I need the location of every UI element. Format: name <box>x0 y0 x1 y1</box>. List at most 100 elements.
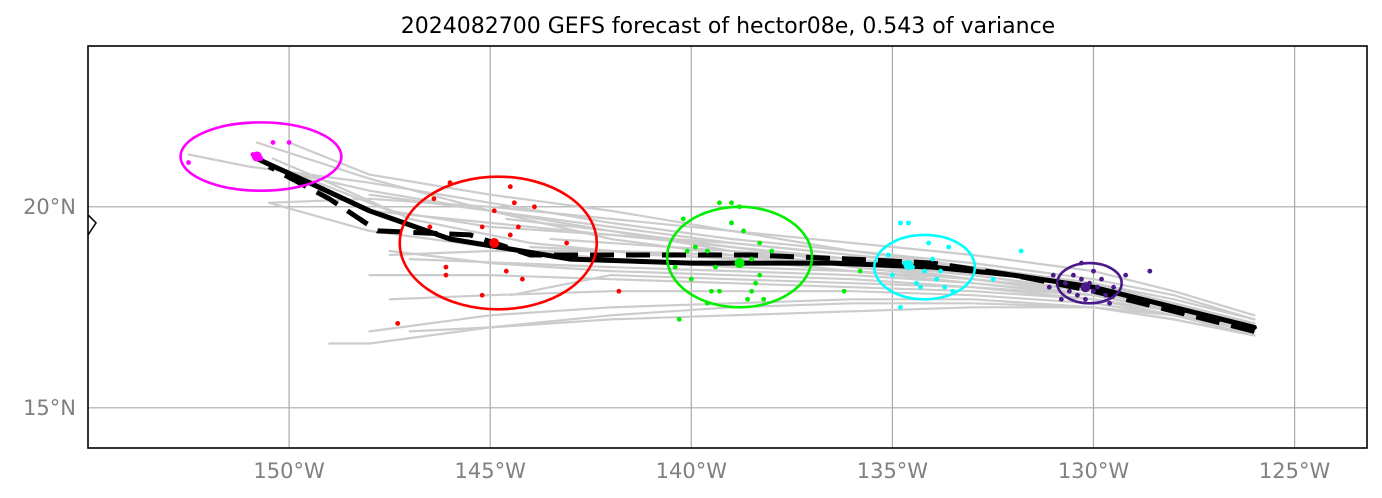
member-point <box>745 296 751 302</box>
member-point <box>443 264 449 270</box>
member-point <box>749 256 755 262</box>
member-point <box>1018 248 1024 254</box>
member-point <box>841 288 847 294</box>
member-point <box>684 248 690 254</box>
member-point <box>938 268 944 274</box>
member-point <box>680 216 686 222</box>
member-point <box>857 268 863 274</box>
member-point <box>1058 296 1064 302</box>
member-point <box>942 284 948 290</box>
member-point <box>769 248 775 254</box>
member-point <box>753 280 759 286</box>
member-point <box>507 184 513 190</box>
member-point <box>1079 260 1084 266</box>
member-track-line <box>388 290 1256 333</box>
member-point <box>741 228 746 234</box>
member-point <box>692 244 698 250</box>
member-positions <box>186 140 1153 326</box>
member-point <box>704 248 710 254</box>
member-point <box>885 252 891 258</box>
member-point <box>511 200 517 206</box>
member-point <box>1050 272 1056 278</box>
spread-ellipse <box>1056 261 1123 305</box>
member-point <box>479 292 485 298</box>
member-point <box>918 284 923 290</box>
member-point <box>447 180 453 186</box>
member-point <box>1046 284 1052 290</box>
member-point <box>676 316 682 322</box>
member-track-line <box>288 141 1256 325</box>
member-point <box>729 220 734 226</box>
x-tick-label: 150°W <box>253 459 325 483</box>
member-point <box>1147 268 1153 274</box>
member-point <box>1095 284 1100 290</box>
member-point <box>479 224 485 230</box>
member-point <box>688 276 694 282</box>
member-point <box>1091 288 1096 294</box>
mean-position-point <box>251 151 262 162</box>
member-point <box>934 276 940 282</box>
spread-ellipses <box>179 121 1123 311</box>
member-point <box>990 276 996 282</box>
member-point <box>761 296 767 302</box>
member-point <box>1111 284 1117 290</box>
member-point <box>395 320 401 326</box>
member-point <box>926 240 932 246</box>
member-point <box>749 288 755 294</box>
member-point <box>1103 292 1108 298</box>
member-point <box>427 224 433 230</box>
member-point <box>515 224 521 230</box>
mean-track-line <box>254 156 1257 330</box>
member-point <box>950 288 956 294</box>
member-point <box>1107 300 1112 306</box>
ensemble-member-tracks <box>187 141 1256 345</box>
x-tick-label: 140°W <box>656 459 728 483</box>
member-point <box>1099 276 1104 282</box>
member-point <box>906 220 911 226</box>
member-point <box>519 276 525 282</box>
member-point <box>1066 288 1072 294</box>
member-point <box>704 300 710 306</box>
plot-frame <box>87 45 1368 449</box>
member-point <box>713 264 718 270</box>
member-point <box>286 140 292 145</box>
y-tick-label: 20°N <box>23 195 76 219</box>
member-point <box>1075 292 1080 298</box>
member-track-line <box>368 274 1256 329</box>
member-track-line <box>368 298 1256 337</box>
member-point <box>717 288 722 294</box>
member-point <box>443 272 449 278</box>
y-tick-label: 15°N <box>23 396 76 420</box>
member-point <box>914 280 919 286</box>
member-point <box>729 200 734 206</box>
member-point <box>757 240 763 246</box>
member-point <box>1070 272 1076 278</box>
member-point <box>672 264 678 270</box>
x-axis-ticks: 150°W 145°W 140°W 135°W 130°W 125°W <box>253 459 1330 483</box>
mean-position-point <box>903 260 914 271</box>
member-point <box>930 256 936 262</box>
x-tick-label: 145°W <box>455 459 527 483</box>
member-point <box>757 272 763 278</box>
member-track-line <box>267 197 1256 317</box>
member-point <box>507 232 513 238</box>
member-track-line <box>408 306 1256 333</box>
spread-ellipse <box>179 121 343 193</box>
spread-ellipse <box>873 233 977 301</box>
member-point <box>431 196 437 202</box>
member-point <box>737 204 742 210</box>
member-point <box>532 204 537 210</box>
x-tick-label: 130°W <box>1058 459 1130 483</box>
member-point <box>898 304 903 310</box>
member-point <box>1123 272 1129 278</box>
chart-title: 2024082700 GEFS forecast of hector08e, 0… <box>401 14 1055 39</box>
member-point <box>491 208 497 214</box>
member-point <box>1083 296 1088 302</box>
member-point <box>616 288 622 294</box>
member-point <box>1079 276 1084 282</box>
member-point <box>564 240 570 246</box>
member-point <box>898 220 903 226</box>
island-coastline <box>87 214 97 236</box>
member-point <box>717 200 722 206</box>
